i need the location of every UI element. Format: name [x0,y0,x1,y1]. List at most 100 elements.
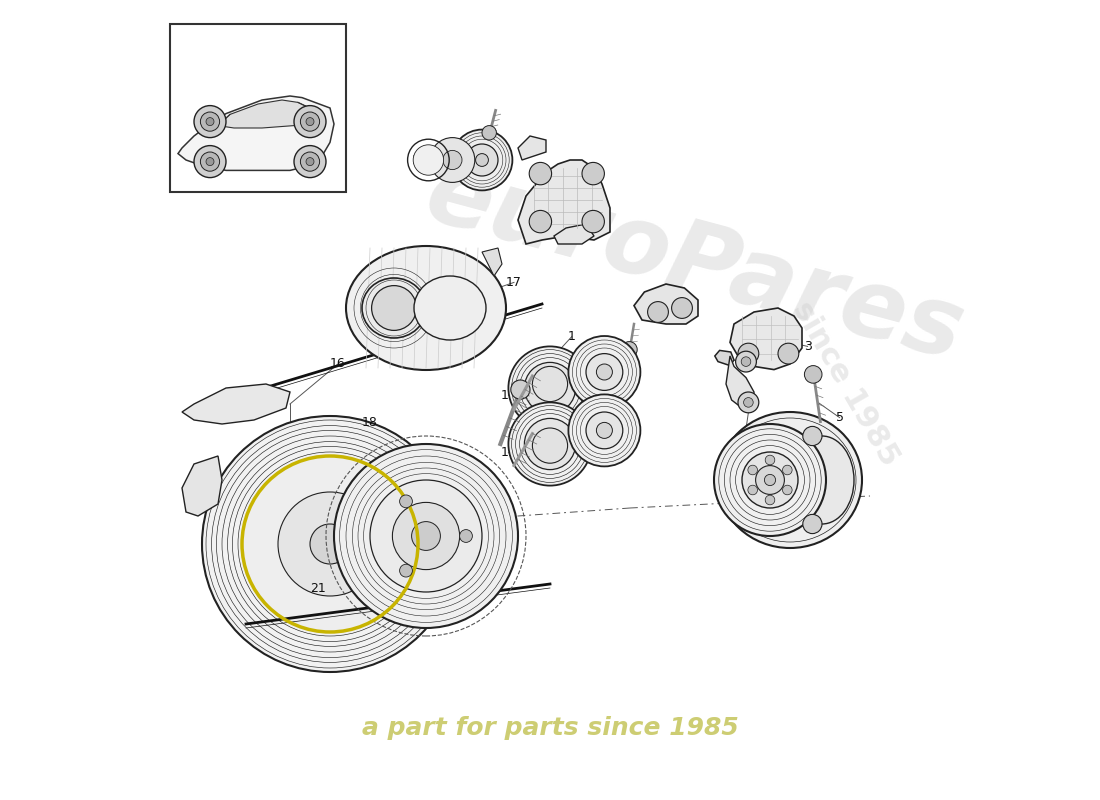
Text: 21: 21 [310,582,326,594]
Circle shape [782,465,792,475]
Polygon shape [182,456,222,516]
Circle shape [742,452,797,508]
Circle shape [306,118,313,126]
Text: 9: 9 [470,162,477,174]
Text: 17: 17 [506,276,521,289]
Circle shape [736,351,757,372]
Circle shape [532,428,568,463]
Circle shape [294,146,326,178]
Text: 6: 6 [738,450,746,462]
Polygon shape [178,96,334,170]
Circle shape [569,336,640,408]
Circle shape [586,354,623,390]
Circle shape [310,524,350,564]
Circle shape [582,162,604,185]
Circle shape [803,426,822,446]
Circle shape [294,106,326,138]
Polygon shape [182,384,290,424]
Circle shape [411,522,440,550]
Text: 13: 13 [586,446,602,459]
Polygon shape [518,160,611,244]
Polygon shape [554,224,594,244]
Text: 4: 4 [738,358,746,370]
Circle shape [539,377,561,399]
Text: euroPares: euroPares [415,147,972,381]
Ellipse shape [790,436,854,524]
Polygon shape [726,356,754,408]
Text: 16: 16 [330,358,345,370]
Circle shape [741,357,751,366]
Circle shape [510,380,530,399]
Circle shape [586,412,623,449]
Text: 19: 19 [770,518,785,530]
Polygon shape [518,136,546,160]
Circle shape [764,474,776,486]
Text: 1: 1 [568,330,575,343]
Circle shape [525,418,575,470]
Circle shape [466,144,498,176]
Text: 11: 11 [500,446,516,459]
Text: 5: 5 [836,411,844,424]
Circle shape [194,146,226,178]
Circle shape [200,112,220,131]
Text: since 1985: since 1985 [788,297,904,471]
Circle shape [200,152,220,171]
Text: 11: 11 [411,154,428,166]
Text: a part for parts since 1985: a part for parts since 1985 [362,716,738,740]
Circle shape [529,162,551,185]
Circle shape [334,444,518,628]
Circle shape [738,392,759,413]
Circle shape [648,302,669,322]
Polygon shape [482,248,502,276]
Circle shape [372,286,417,330]
Text: 11: 11 [500,389,516,402]
Text: 13: 13 [586,389,602,402]
Circle shape [766,455,774,465]
Circle shape [194,106,226,138]
Ellipse shape [346,246,506,370]
Circle shape [430,138,475,182]
Circle shape [532,366,568,402]
Ellipse shape [718,412,862,548]
Circle shape [714,424,826,536]
Text: 18: 18 [362,416,378,429]
Circle shape [452,130,513,190]
Text: 20: 20 [480,491,495,504]
Circle shape [393,502,460,570]
Polygon shape [715,350,734,366]
Circle shape [569,394,640,466]
Circle shape [539,433,561,455]
Circle shape [748,485,758,494]
Circle shape [621,342,637,358]
Text: 12: 12 [614,430,630,442]
Circle shape [529,210,551,233]
Polygon shape [730,308,802,370]
Circle shape [508,346,592,430]
Text: 2: 2 [512,366,519,378]
Circle shape [482,126,496,140]
Circle shape [738,343,759,364]
Circle shape [306,158,313,166]
Text: 12: 12 [614,372,630,385]
Circle shape [443,150,462,170]
Circle shape [756,466,784,494]
Ellipse shape [414,276,486,340]
Circle shape [399,495,412,508]
Circle shape [278,492,382,596]
Circle shape [672,298,692,318]
Circle shape [206,118,214,126]
Circle shape [748,465,758,475]
Bar [170,24,346,192]
Text: 8: 8 [474,134,482,146]
Circle shape [414,145,443,175]
Circle shape [744,398,754,407]
Text: 10: 10 [437,158,452,170]
Circle shape [778,343,799,364]
Circle shape [300,112,320,131]
Text: 7: 7 [582,170,590,182]
Circle shape [803,514,822,534]
Circle shape [525,362,575,414]
Text: 14: 14 [668,304,683,317]
Circle shape [242,456,418,632]
Circle shape [202,416,458,672]
